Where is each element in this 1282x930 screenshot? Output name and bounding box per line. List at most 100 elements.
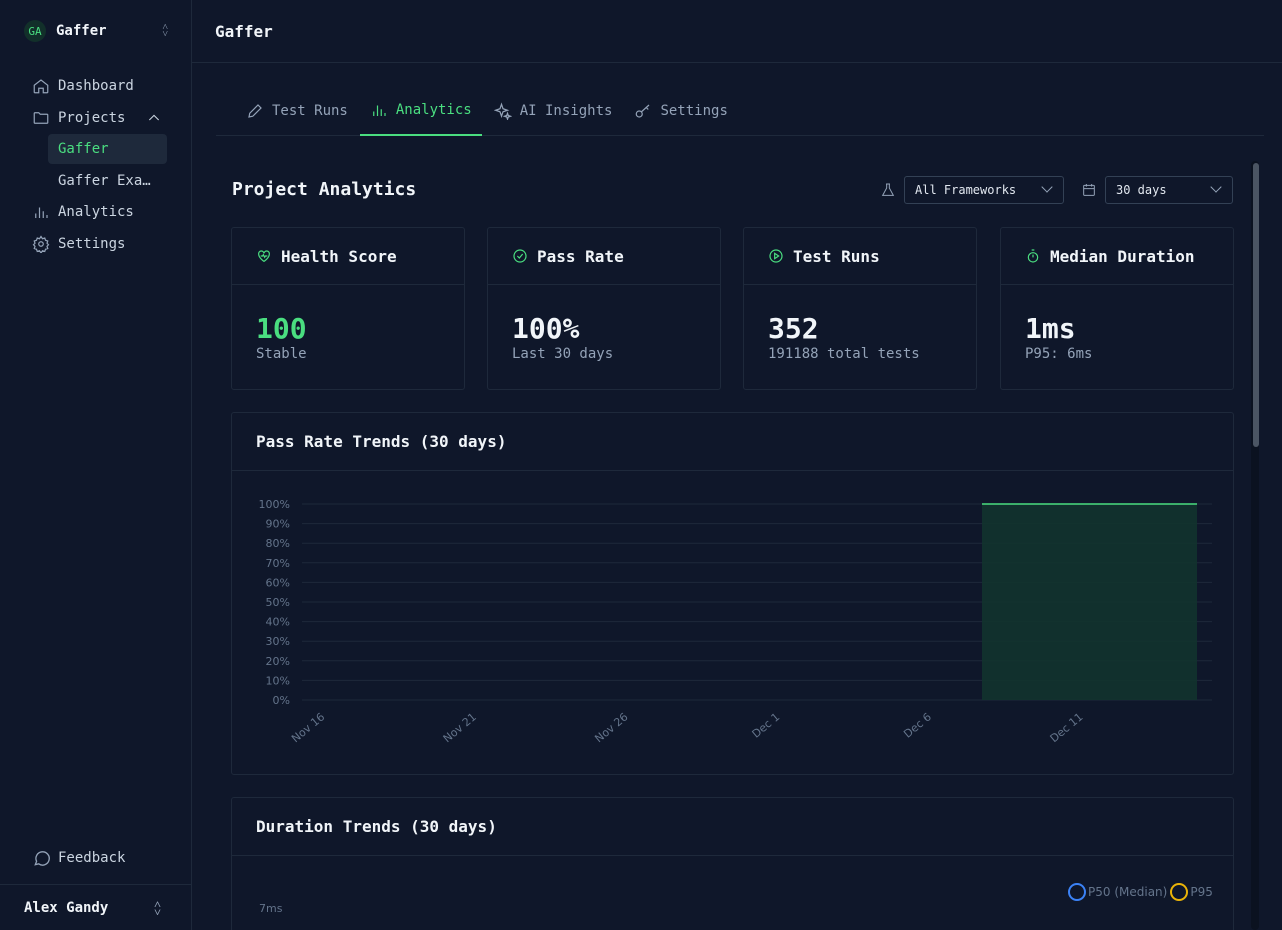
x-tick-label: Nov 16 <box>289 710 327 745</box>
sidebar-item-label: Projects <box>58 110 126 126</box>
y-tick-label: 60% <box>266 576 290 589</box>
y-tick-label: 50% <box>266 596 290 609</box>
project-item-gaffer[interactable]: Gaffer <box>48 134 167 164</box>
x-tick-label: Dec 1 <box>750 710 783 740</box>
pass-rate-value: 100% <box>512 312 580 345</box>
user-name: Alex Gandy <box>24 899 109 916</box>
date-range-select-value: 30 days <box>1116 183 1167 197</box>
key-icon <box>636 104 650 118</box>
health-score-value: 100 <box>256 312 307 345</box>
tab-ai-insights[interactable]: AI Insights <box>484 86 623 135</box>
team-avatar: GA <box>24 20 46 42</box>
scrollbar-thumb[interactable] <box>1253 163 1259 447</box>
gear-icon <box>32 235 50 253</box>
check-circle-icon <box>513 249 527 263</box>
chevron-up-down-icon: ˄ ˅ <box>154 896 161 919</box>
p95-duration: P95: 6ms <box>1025 346 1093 362</box>
pass-rate-chart: 0% 10% 20% 30% 40% 50% 60% 70% 80% 90% 100% Nov 16 N… <box>259 498 1212 745</box>
sidebar: GA Gaffer ˄ ˅ Dashboard Projects Gaffer G… <box>0 0 192 930</box>
scrollbar-track[interactable] <box>1251 161 1259 930</box>
framework-select-value: All Frameworks <box>915 183 1017 197</box>
sidebar-item-analytics[interactable]: Analytics <box>24 196 174 228</box>
tab-test-runs[interactable]: Test Runs <box>216 86 358 135</box>
sidebar-item-label: Settings <box>58 236 126 252</box>
heart-pulse-icon <box>258 250 270 263</box>
test-runs-card: Test Runs 352 191188 total tests <box>743 227 977 390</box>
feedback-button[interactable]: Feedback <box>32 848 125 868</box>
feedback-label: Feedback <box>58 850 126 866</box>
y-tick-label: 0% <box>273 694 290 707</box>
y-tick-label: 30% <box>266 635 290 648</box>
y-tick-label: 70% <box>266 557 290 570</box>
sidebar-item-label: Dashboard <box>58 78 134 94</box>
sidebar-item-settings[interactable]: Settings <box>24 228 174 260</box>
bar-chart-icon <box>373 105 386 116</box>
card-header: Median Duration <box>1001 228 1233 285</box>
panel-title: Pass Rate Trends (30 days) <box>232 413 1233 471</box>
page-header: Gaffer <box>192 0 1282 63</box>
project-item-gaffer-example[interactable]: Gaffer Exa… <box>58 173 151 189</box>
team-name: Gaffer <box>56 23 107 39</box>
x-tick-label: Dec 6 <box>901 710 934 740</box>
total-tests: 191188 total tests <box>768 346 920 362</box>
sidebar-item-projects[interactable]: Projects <box>24 102 174 134</box>
legend-label-p50: P50 (Median) <box>1088 885 1168 899</box>
play-circle-icon <box>769 249 783 263</box>
tab-label: AI Insights <box>519 102 613 119</box>
folder-icon <box>33 112 49 124</box>
legend-marker-p50 <box>1068 883 1086 901</box>
tab-label: Settings <box>660 102 728 119</box>
sidebar-item-dashboard[interactable]: Dashboard <box>24 70 174 102</box>
flask-icon <box>881 183 895 196</box>
pencil-icon <box>248 103 262 118</box>
chevron-up-icon[interactable] <box>146 110 162 126</box>
bar-chart-icon <box>35 207 48 218</box>
sparkles-icon <box>493 101 512 120</box>
y-tick-label: 10% <box>266 674 290 687</box>
project-tabs: Test Runs Analytics AI Insights Settings <box>216 86 1264 136</box>
calendar-icon <box>1083 184 1095 196</box>
chevron-up-down-icon: ˄ ˅ <box>162 22 168 40</box>
card-header: Pass Rate <box>488 228 720 285</box>
analytics-content[interactable]: Project Analytics All Frameworks 30 days… <box>216 159 1264 930</box>
stopwatch-icon <box>1027 249 1039 263</box>
x-tick-label: Dec 11 <box>1048 710 1086 745</box>
card-header: Test Runs <box>744 228 976 285</box>
pass-rate-period: Last 30 days <box>512 346 614 362</box>
median-duration-card: Median Duration 1ms P95: 6ms <box>1000 227 1234 390</box>
user-menu[interactable]: Alex Gandy ˄ ˅ <box>0 884 191 930</box>
tab-analytics[interactable]: Analytics <box>359 86 482 136</box>
y-tick-label: 20% <box>266 655 290 668</box>
team-switcher[interactable]: GA Gaffer ˄ ˅ <box>24 20 168 42</box>
card-title: Health Score <box>281 246 397 266</box>
panel-title: Duration Trends (30 days) <box>232 798 1233 856</box>
card-title: Pass Rate <box>537 246 624 266</box>
framework-select[interactable]: All Frameworks <box>904 176 1064 204</box>
analytics-title: Project Analytics <box>232 179 417 200</box>
tab-label: Analytics <box>395 102 472 118</box>
pass-rate-trends-panel: Pass Rate Trends (30 days) 0% 10% 20% 30% 40… <box>231 412 1234 775</box>
card-header: Health Score <box>232 228 464 285</box>
y-tick-label: 90% <box>266 518 290 531</box>
card-title: Median Duration <box>1050 246 1195 266</box>
y-tick-label: 7ms <box>259 902 283 915</box>
sidebar-item-label: Analytics <box>58 204 134 220</box>
legend-label-p95: P95 <box>1190 885 1213 899</box>
date-range-select[interactable]: 30 days <box>1105 176 1233 204</box>
sidebar-nav: Dashboard Projects Gaffer Gaffer Exa… An… <box>24 70 174 260</box>
legend-marker-p95 <box>1170 883 1189 901</box>
test-runs-value: 352 <box>768 312 819 345</box>
page-title: Gaffer <box>215 21 273 41</box>
tab-settings[interactable]: Settings <box>624 86 737 135</box>
median-duration-value: 1ms <box>1025 312 1076 345</box>
pass-rate-card: Pass Rate 100% Last 30 days <box>487 227 721 390</box>
y-tick-label: 80% <box>266 537 290 550</box>
health-score-status: Stable <box>256 346 307 362</box>
pass-rate-area <box>982 504 1197 700</box>
y-tick-label: 100% <box>259 498 290 511</box>
card-title: Test Runs <box>793 246 880 266</box>
chevron-down-icon <box>1041 181 1053 193</box>
tab-label: Test Runs <box>272 102 348 119</box>
chat-bubble-icon <box>34 851 50 866</box>
health-score-card: Health Score 100 Stable <box>231 227 465 390</box>
